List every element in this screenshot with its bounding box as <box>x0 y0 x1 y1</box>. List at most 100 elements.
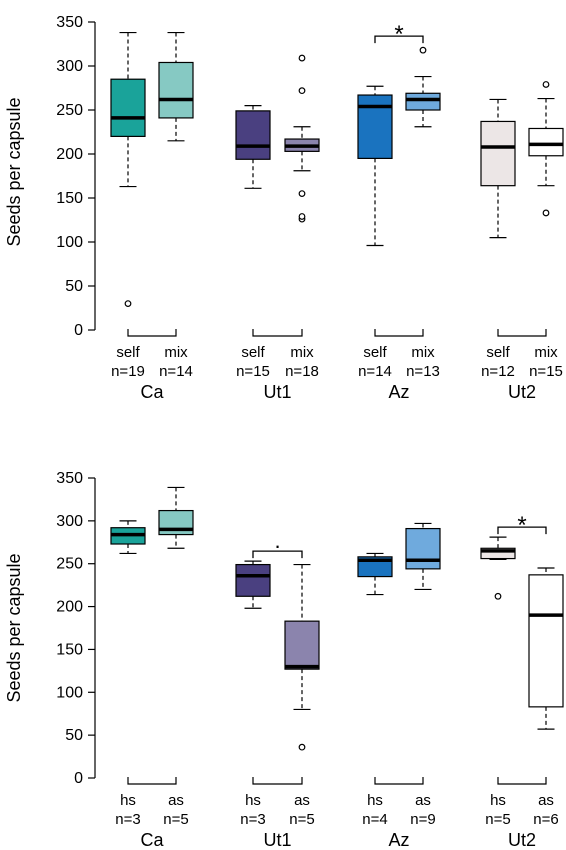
y-tick-label: 250 <box>56 102 83 119</box>
sample-size-label: n=6 <box>533 811 558 828</box>
significance-symbol: . <box>274 528 280 553</box>
sample-size-label: n=14 <box>159 363 193 380</box>
sample-size-label: n=5 <box>163 811 188 828</box>
y-tick-label: 350 <box>56 470 83 487</box>
iqr-box <box>405 92 441 111</box>
box-label: as <box>415 792 431 809</box>
y-tick-label: 0 <box>74 322 83 339</box>
sample-size-label: n=15 <box>236 363 270 380</box>
box-label: as <box>294 792 310 809</box>
box-ut1-mix: mix n=18 <box>284 54 320 380</box>
x-axis-bracket <box>374 329 424 337</box>
box-ut2-as: as n=6 <box>528 567 564 828</box>
y-tick-label: 150 <box>56 641 83 658</box>
box-ca-hs: hs n=3 <box>110 520 146 828</box>
group-ca: self n=19 mix n=14 Ca <box>110 31 194 402</box>
box-label: mix <box>164 344 188 361</box>
box-label: hs <box>367 792 383 809</box>
y-tick-label: 100 <box>56 234 83 251</box>
outlier-point <box>494 592 502 600</box>
significance-bracket <box>252 550 303 559</box>
outlier-point <box>542 209 550 217</box>
iqr-box <box>480 547 516 560</box>
x-axis-bracket <box>252 329 303 337</box>
x-axis-bracket <box>497 329 547 337</box>
box-label: mix <box>411 344 435 361</box>
y-tick-label: 250 <box>56 556 83 573</box>
y-tick-label: 200 <box>56 599 83 616</box>
box-label: as <box>538 792 554 809</box>
box-ut2-mix: mix n=15 <box>528 81 564 380</box>
outlier-point <box>298 54 306 62</box>
chart-panel-1: 0 50 100 150 200 250 300 350 Seeds per capsule se… <box>4 14 564 402</box>
iqr-box <box>528 574 564 708</box>
y-tick-label: 350 <box>56 14 83 31</box>
box-label: mix <box>534 344 558 361</box>
box-ut1-as: as n=5 <box>284 563 320 828</box>
x-axis-bracket <box>252 777 303 785</box>
box-ca-as: as n=5 <box>158 486 194 828</box>
group-label: Ut2 <box>508 830 536 850</box>
y-tick-label: 50 <box>65 278 83 295</box>
iqr-box <box>235 110 271 160</box>
y-tick-label: 300 <box>56 513 83 530</box>
x-axis-bracket <box>497 777 547 785</box>
significance-marker: * <box>497 512 547 539</box>
box-label: mix <box>290 344 314 361</box>
group-az: hs n=4 as n=9Az <box>357 522 441 850</box>
sample-size-label: n=13 <box>406 363 440 380</box>
group-az: self n=14 mix n=13 Az * <box>357 21 441 402</box>
significance-symbol: * <box>517 512 526 539</box>
group-label: Az <box>388 830 409 850</box>
significance-marker: . <box>252 528 303 559</box>
significance-bracket <box>497 526 547 535</box>
significance-bracket <box>374 35 424 44</box>
x-axis-bracket <box>127 329 177 337</box>
box-ca-mix: mix n=14 <box>158 31 194 380</box>
group-label: Ca <box>140 830 164 850</box>
y-tick-label: 300 <box>56 58 83 75</box>
y-tick-label: 50 <box>65 727 83 744</box>
y-tick-label: 150 <box>56 190 83 207</box>
group-ut2: self n=12 mix n=15 Ut2 <box>480 81 564 402</box>
significance-symbol: * <box>394 21 403 48</box>
sample-size-label: n=5 <box>289 811 314 828</box>
x-axis-bracket <box>374 777 424 785</box>
y-axis-label: Seeds per capsule <box>4 553 24 702</box>
chart-panel-2: 0 50 100 150 200 250 300 350 Seeds per capsule hs… <box>4 470 564 850</box>
outlier-point <box>298 213 306 220</box>
sample-size-label: n=9 <box>410 811 435 828</box>
box-label: self <box>241 344 265 361</box>
box-ut2-hs: hs n=5 <box>480 536 516 828</box>
outlier-point <box>298 190 306 198</box>
sample-size-label: n=3 <box>240 811 265 828</box>
sample-size-label: n=14 <box>358 363 392 380</box>
iqr-box <box>528 127 564 157</box>
sample-size-label: n=3 <box>115 811 140 828</box>
iqr-box <box>235 563 271 597</box>
y-axis-label: Seeds per capsule <box>4 97 24 246</box>
sample-size-label: n=12 <box>481 363 515 380</box>
box-label: self <box>116 344 140 361</box>
group-ut1: hs n=3 as n=5 Ut1. <box>235 528 320 850</box>
box-az-mix: mix n=13 <box>405 46 441 380</box>
group-label: Az <box>388 382 409 402</box>
outlier-point <box>298 743 306 751</box>
box-label: hs <box>490 792 506 809</box>
group-label: Ut1 <box>263 382 291 402</box>
box-az-as: as n=9 <box>405 522 441 828</box>
outlier-point <box>124 300 132 308</box>
outlier-point <box>298 87 306 95</box>
sample-size-label: n=18 <box>285 363 319 380</box>
outlier-point <box>419 46 427 54</box>
box-label: hs <box>120 792 136 809</box>
iqr-box <box>480 120 516 187</box>
sample-size-label: n=15 <box>529 363 563 380</box>
iqr-box <box>158 61 194 119</box>
iqr-box <box>284 620 320 670</box>
box-az-hs: hs n=4 <box>357 552 393 828</box>
group-ut1: self n=15 mix n=18 Ut1 <box>235 54 320 402</box>
iqr-box <box>405 527 441 570</box>
box-ut1-self: self n=15 <box>235 104 271 380</box>
